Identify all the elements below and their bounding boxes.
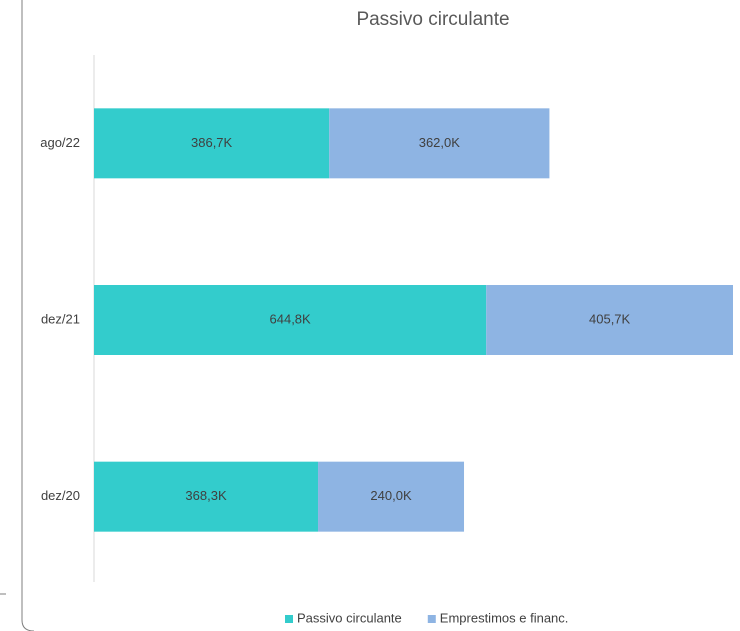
bar-segment <box>94 285 487 355</box>
y-tick-label: ago/22 <box>40 135 80 150</box>
data-label: 240,0K <box>370 488 412 503</box>
legend-swatch <box>427 615 436 623</box>
frame-border <box>21 0 35 631</box>
data-label: 644,8K <box>270 311 312 326</box>
legend-swatch <box>285 615 293 623</box>
legend-label: Passivo circulante <box>297 610 402 625</box>
data-label: 368,3K <box>185 488 227 503</box>
chart-title: Passivo circulante <box>356 9 509 30</box>
bar-segment <box>329 108 550 179</box>
y-tick-label: dez/20 <box>41 488 80 503</box>
bar-segment <box>94 461 319 532</box>
bar-segment <box>318 461 465 532</box>
data-label: 362,0K <box>419 135 461 150</box>
bar-segment <box>486 285 733 355</box>
legend-label: Emprestimos e financ. <box>440 610 569 625</box>
data-label: 405,7K <box>589 311 631 326</box>
y-tick-label: dez/21 <box>41 311 80 326</box>
data-label: 386,7K <box>191 135 233 150</box>
bar-segment <box>94 108 330 179</box>
